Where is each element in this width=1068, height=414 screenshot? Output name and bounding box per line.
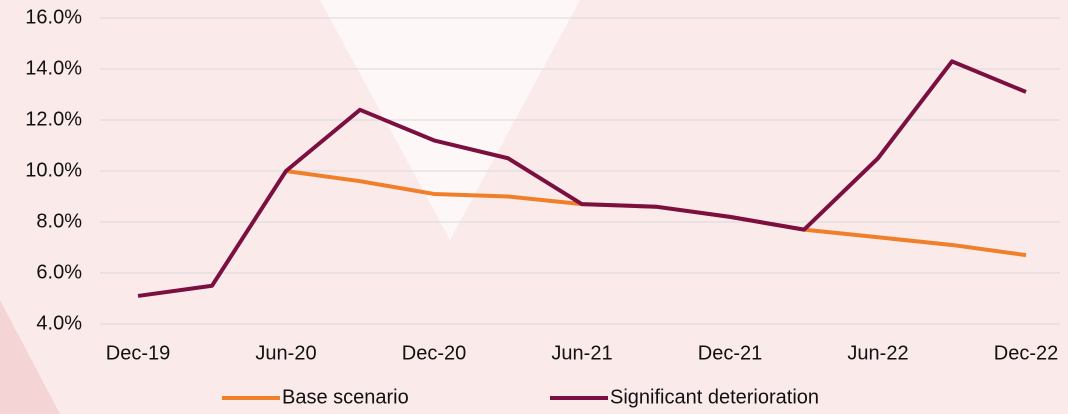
x-tick-label: Dec-19 <box>106 342 170 364</box>
y-tick-label: 16.0% <box>25 6 82 28</box>
x-tick-label: Dec-21 <box>698 342 762 364</box>
x-tick-label: Jun-22 <box>847 342 908 364</box>
chart: 4.0% 6.0% 8.0% 10.0% 12.0% 14.0% 16.0% Dec-19 Ju… <box>0 0 1068 414</box>
x-tick-label: Jun-21 <box>551 342 612 364</box>
x-tick-label: Jun-20 <box>255 342 316 364</box>
y-tick-label: 8.0% <box>36 210 82 232</box>
x-tick-label: Dec-20 <box>402 342 466 364</box>
page: 4.0% 6.0% 8.0% 10.0% 12.0% 14.0% 16.0% Dec-19 Ju… <box>0 0 1068 414</box>
y-tick-label: 10.0% <box>25 159 82 181</box>
x-tick-label: Dec-22 <box>994 342 1058 364</box>
legend-label: Base scenario <box>282 386 409 408</box>
legend-label: Significant deterioration <box>610 386 819 408</box>
y-tick-label: 4.0% <box>36 312 82 334</box>
y-tick-label: 14.0% <box>25 57 82 79</box>
y-tick-label: 12.0% <box>25 108 82 130</box>
y-tick-label: 6.0% <box>36 261 82 283</box>
